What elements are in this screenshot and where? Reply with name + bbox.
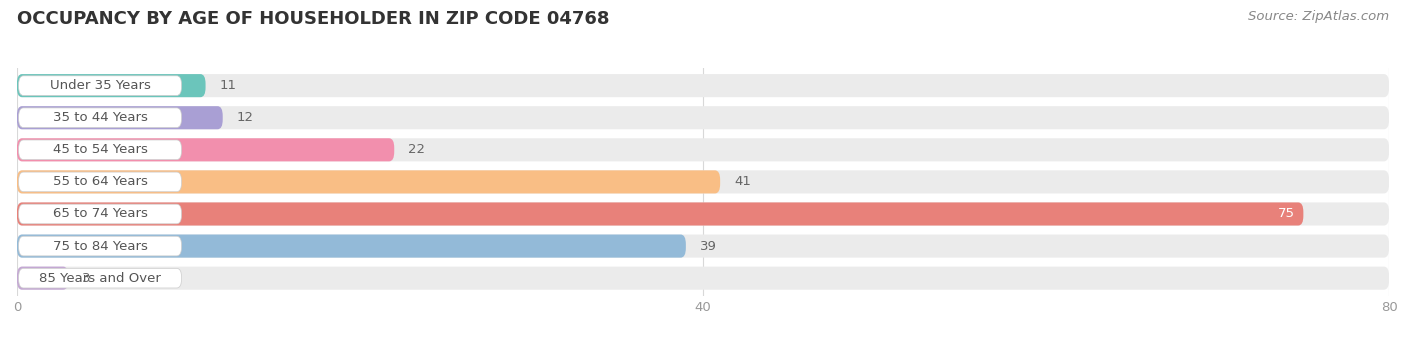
Text: 65 to 74 Years: 65 to 74 Years — [52, 207, 148, 220]
Text: 41: 41 — [734, 175, 751, 188]
Text: 12: 12 — [236, 111, 253, 124]
FancyBboxPatch shape — [18, 236, 181, 256]
Text: Source: ZipAtlas.com: Source: ZipAtlas.com — [1249, 10, 1389, 23]
FancyBboxPatch shape — [18, 140, 181, 160]
Text: 11: 11 — [219, 79, 236, 92]
Text: OCCUPANCY BY AGE OF HOUSEHOLDER IN ZIP CODE 04768: OCCUPANCY BY AGE OF HOUSEHOLDER IN ZIP C… — [17, 10, 609, 28]
Text: 85 Years and Over: 85 Years and Over — [39, 272, 162, 285]
Text: 75 to 84 Years: 75 to 84 Years — [52, 240, 148, 253]
FancyBboxPatch shape — [17, 106, 1389, 129]
Text: 39: 39 — [700, 240, 717, 253]
Text: 55 to 64 Years: 55 to 64 Years — [52, 175, 148, 188]
FancyBboxPatch shape — [17, 74, 205, 97]
FancyBboxPatch shape — [17, 235, 1389, 258]
FancyBboxPatch shape — [17, 202, 1389, 225]
Text: 35 to 44 Years: 35 to 44 Years — [52, 111, 148, 124]
FancyBboxPatch shape — [17, 267, 69, 290]
FancyBboxPatch shape — [18, 76, 181, 96]
Text: Under 35 Years: Under 35 Years — [49, 79, 150, 92]
FancyBboxPatch shape — [17, 106, 222, 129]
FancyBboxPatch shape — [18, 204, 181, 224]
FancyBboxPatch shape — [17, 267, 1389, 290]
FancyBboxPatch shape — [17, 170, 1389, 193]
Text: 45 to 54 Years: 45 to 54 Years — [52, 143, 148, 156]
FancyBboxPatch shape — [17, 138, 394, 162]
FancyBboxPatch shape — [17, 170, 720, 193]
FancyBboxPatch shape — [18, 268, 181, 288]
FancyBboxPatch shape — [17, 138, 1389, 162]
Text: 22: 22 — [408, 143, 425, 156]
FancyBboxPatch shape — [17, 202, 1303, 225]
Text: 75: 75 — [1278, 207, 1295, 220]
FancyBboxPatch shape — [17, 235, 686, 258]
Text: 3: 3 — [82, 272, 90, 285]
FancyBboxPatch shape — [18, 108, 181, 128]
FancyBboxPatch shape — [17, 74, 1389, 97]
FancyBboxPatch shape — [18, 172, 181, 192]
